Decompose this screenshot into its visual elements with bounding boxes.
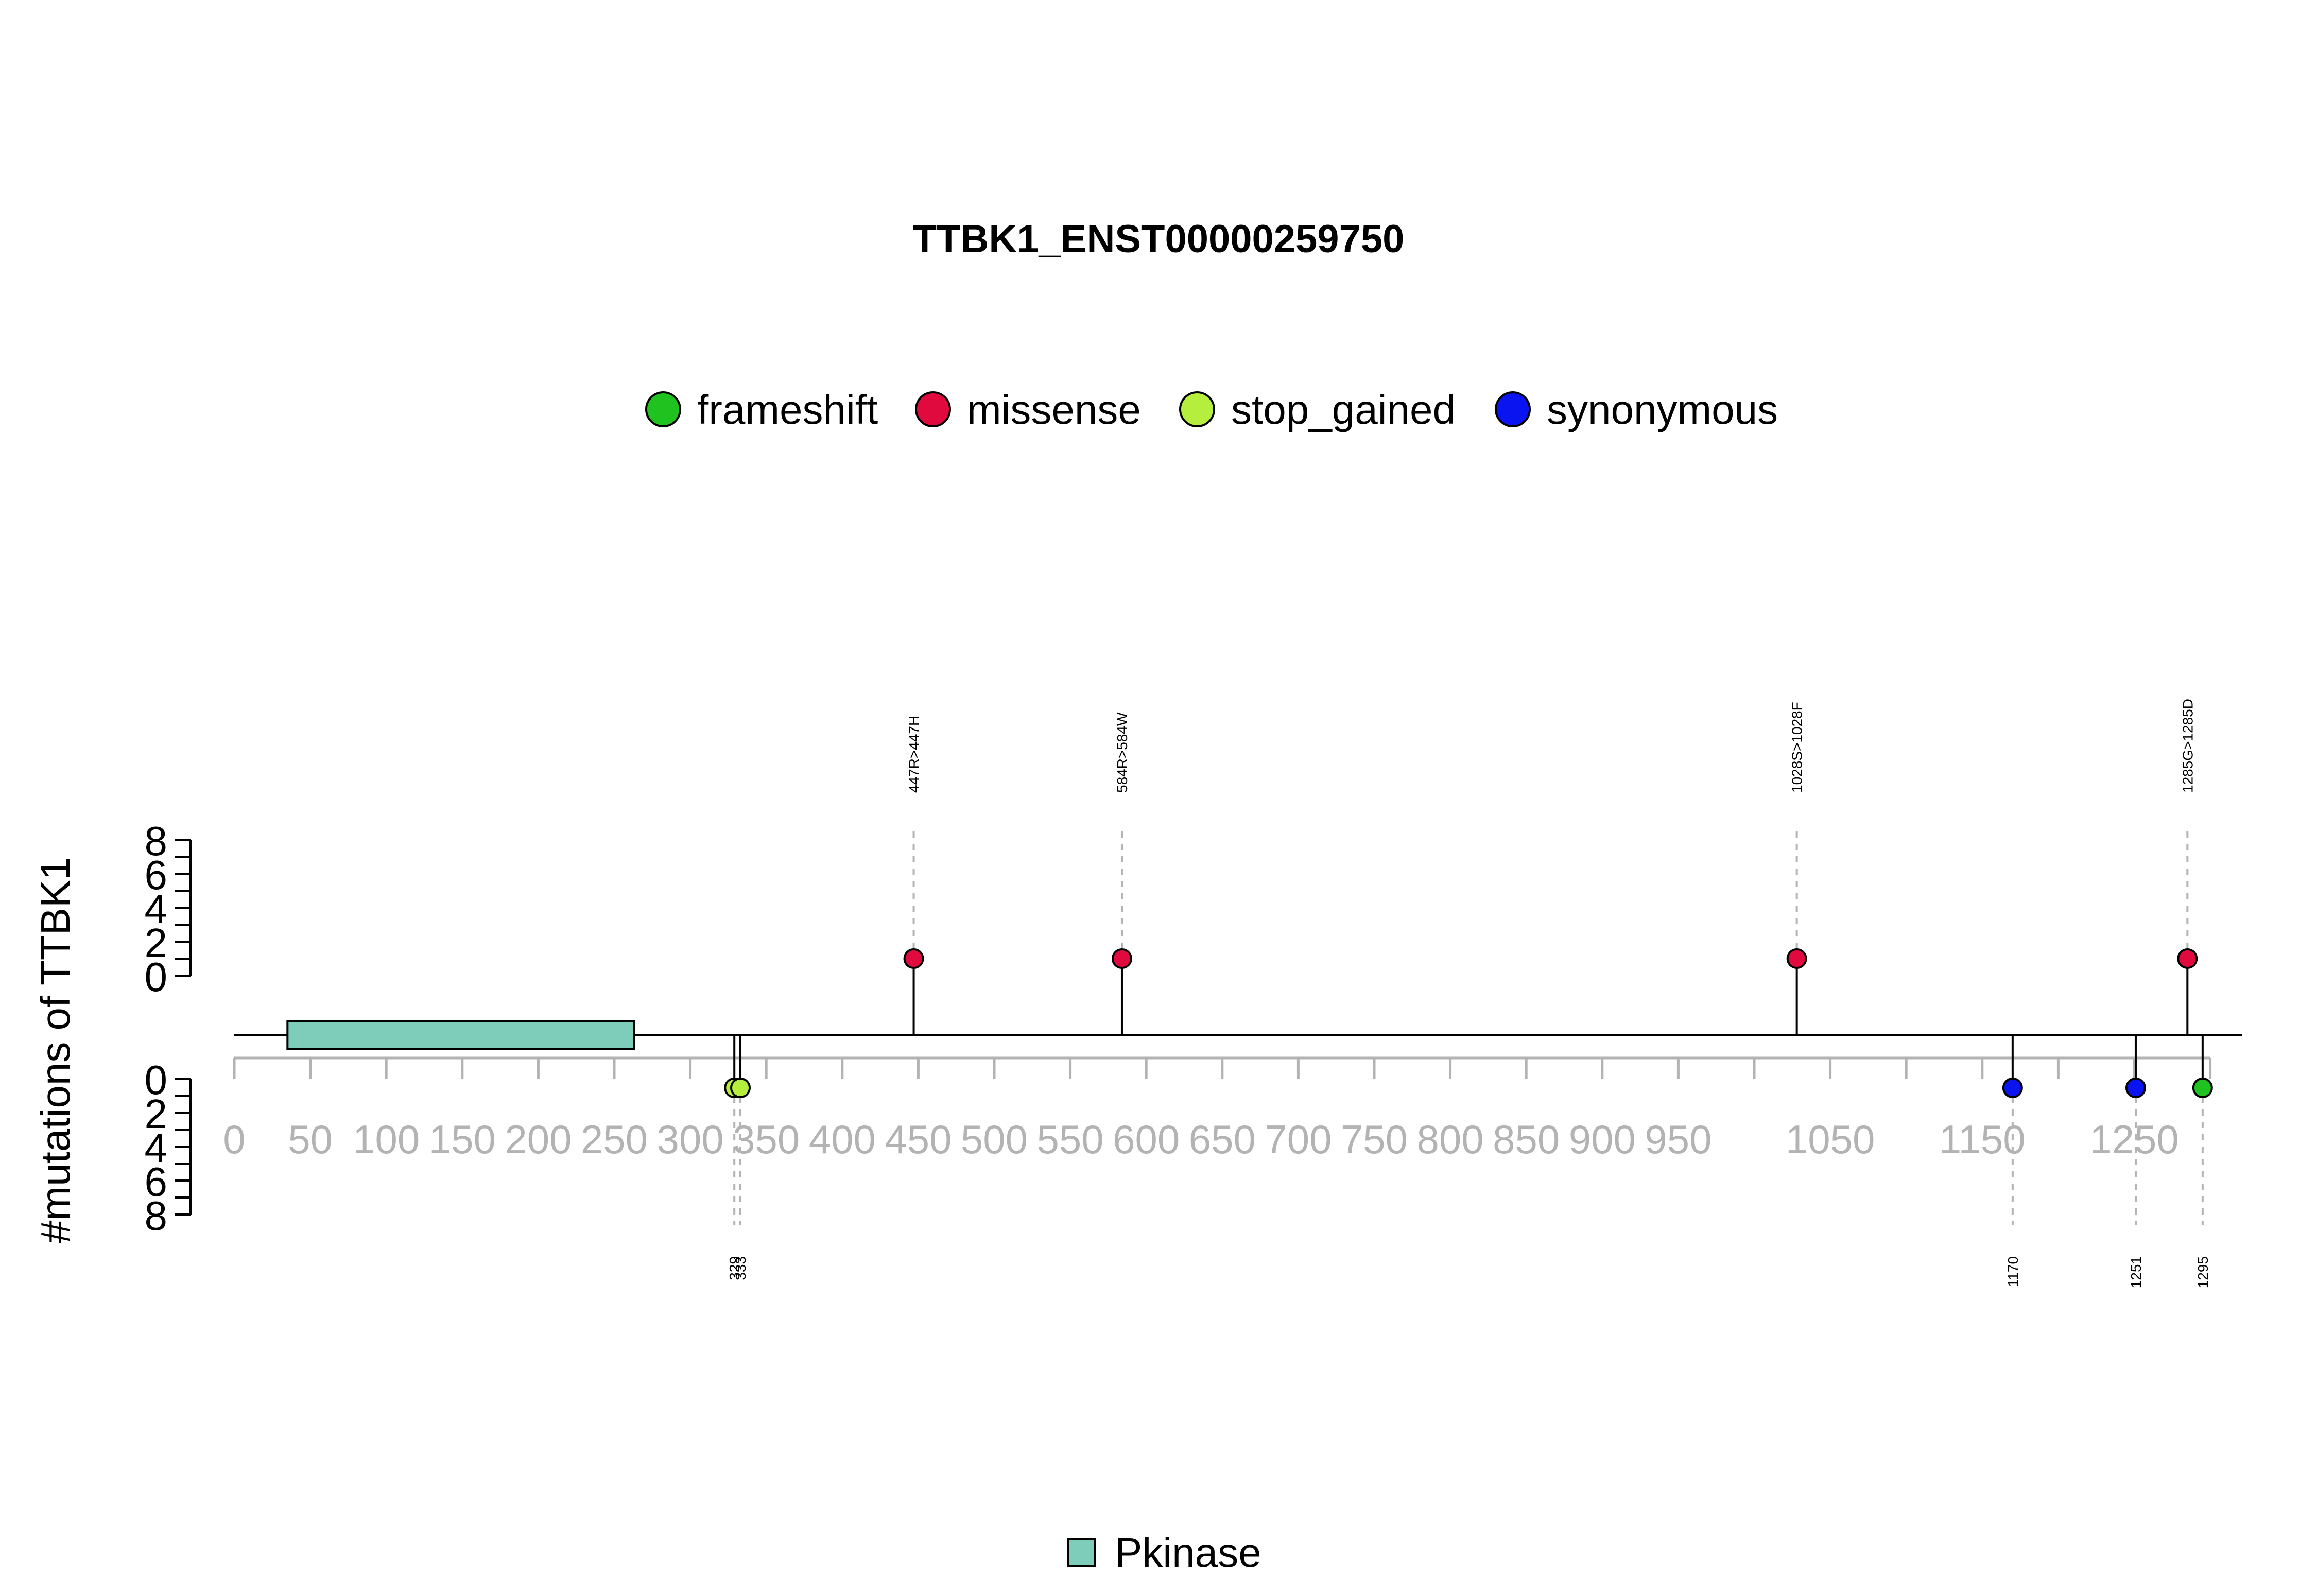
y-tick-label-lower: 8 (145, 1193, 168, 1239)
x-tick-label: 800 (1417, 1117, 1484, 1162)
mutation-label: 329 (727, 1256, 742, 1280)
mutation-label: 1285G>1285D (2180, 699, 2195, 793)
legend-marker-missense (915, 391, 951, 427)
y-tick-label-lower: 2 (145, 1091, 168, 1137)
x-tick-label: 950 (1645, 1117, 1711, 1162)
x-tick-label: 100 (353, 1117, 420, 1162)
x-tick-label: 150 (429, 1117, 496, 1162)
mutation-point-missense (903, 948, 924, 969)
mutation-point-synonymous (2125, 1078, 2146, 1098)
x-tick-label: 650 (1189, 1117, 1256, 1162)
legend-label-synonymous: synonymous (1547, 387, 1778, 432)
x-tick-label: 300 (657, 1117, 724, 1162)
y-tick-label-lower: 4 (145, 1125, 168, 1171)
legend: frameshift missense stop_gained synonymous (645, 387, 1778, 432)
legend-marker-synonymous (1495, 391, 1531, 427)
x-tick-label: 550 (1037, 1117, 1104, 1162)
mutation-point-frameshift (2192, 1078, 2213, 1098)
mutation-point-missense (1786, 948, 1807, 969)
mutation-label: 584R>584W (1114, 712, 1130, 793)
domain-pkinase (286, 1020, 635, 1050)
x-tick-label: 350 (733, 1117, 800, 1162)
legend-label-stop_gained: stop_gained (1231, 387, 1456, 432)
x-tick-label: 250 (581, 1117, 648, 1162)
x-tick-label: 1050 (1786, 1117, 1875, 1162)
x-tick-label: 850 (1493, 1117, 1560, 1162)
x-tick-label: 700 (1265, 1117, 1332, 1162)
x-tick-label: 0 (223, 1117, 245, 1162)
x-tick-label: 500 (961, 1117, 1028, 1162)
y-tick-label-upper: 8 (145, 818, 168, 864)
x-tick-label: 1150 (1939, 1117, 2026, 1162)
y-tick-label-upper: 6 (145, 852, 168, 898)
y-tick-label-upper: 4 (145, 886, 168, 932)
chart-title: TTBK1_ENST00000259750 (913, 217, 1405, 261)
legend-label-frameshift: frameshift (697, 387, 878, 432)
mutation-label: 1170 (2005, 1256, 2021, 1287)
x-tick-label: 50 (288, 1117, 333, 1162)
y-tick-label-lower: 0 (145, 1057, 168, 1103)
mutation-label: 1251 (2128, 1256, 2144, 1288)
legend-marker-stop_gained (1179, 391, 1215, 427)
legend-marker-frameshift (645, 391, 681, 427)
domain-legend: Pkinase (1067, 1530, 1261, 1575)
mutation-point-missense (2177, 948, 2198, 969)
mutation-point-missense (1111, 948, 1132, 969)
y-tick-label-lower: 6 (145, 1159, 168, 1205)
x-tick-label: 900 (1569, 1117, 1636, 1162)
mutation-point-synonymous (2002, 1078, 2023, 1098)
domain-legend-label: Pkinase (1115, 1530, 1261, 1575)
y-axis-label: #mutations of TTBK1 (32, 857, 78, 1243)
x-tick-label: 450 (885, 1117, 952, 1162)
plot-area: 0 50 100 150 200 250 300 350 400 450 500 550 600 650 7… (145, 699, 2242, 1288)
mutation-point-stop_gained (730, 1078, 751, 1098)
mutation-label: 1295 (2195, 1256, 2211, 1288)
x-tick-label: 400 (809, 1117, 876, 1162)
x-tick-label: 750 (1341, 1117, 1408, 1162)
y-tick-label-upper: 0 (145, 954, 168, 1000)
x-tick-label: 600 (1113, 1117, 1180, 1162)
legend-label-missense: missense (967, 387, 1141, 432)
y-tick-label-upper: 2 (145, 920, 168, 966)
mutation-label: 333 (733, 1256, 749, 1280)
mutation-label: 447R>447H (906, 716, 922, 793)
x-tick-label: 200 (505, 1117, 572, 1162)
x-tick-label: 1250 (2089, 1117, 2179, 1162)
mutation-label: 1028S>1028F (1789, 702, 1805, 793)
domain-legend-swatch (1067, 1538, 1096, 1567)
